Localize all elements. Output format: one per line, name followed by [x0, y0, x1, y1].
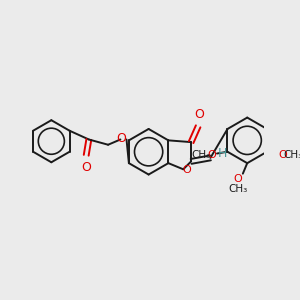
Text: O: O [194, 108, 204, 121]
Text: O: O [116, 132, 126, 145]
Text: O: O [278, 150, 287, 160]
Text: CH₃: CH₃ [228, 184, 247, 194]
Text: O: O [233, 174, 242, 184]
Text: O: O [81, 160, 91, 173]
Text: O: O [182, 165, 191, 175]
Text: H: H [218, 147, 227, 160]
Text: O: O [207, 150, 216, 160]
Text: CH₃: CH₃ [284, 150, 300, 160]
Text: CH₃: CH₃ [192, 150, 211, 160]
